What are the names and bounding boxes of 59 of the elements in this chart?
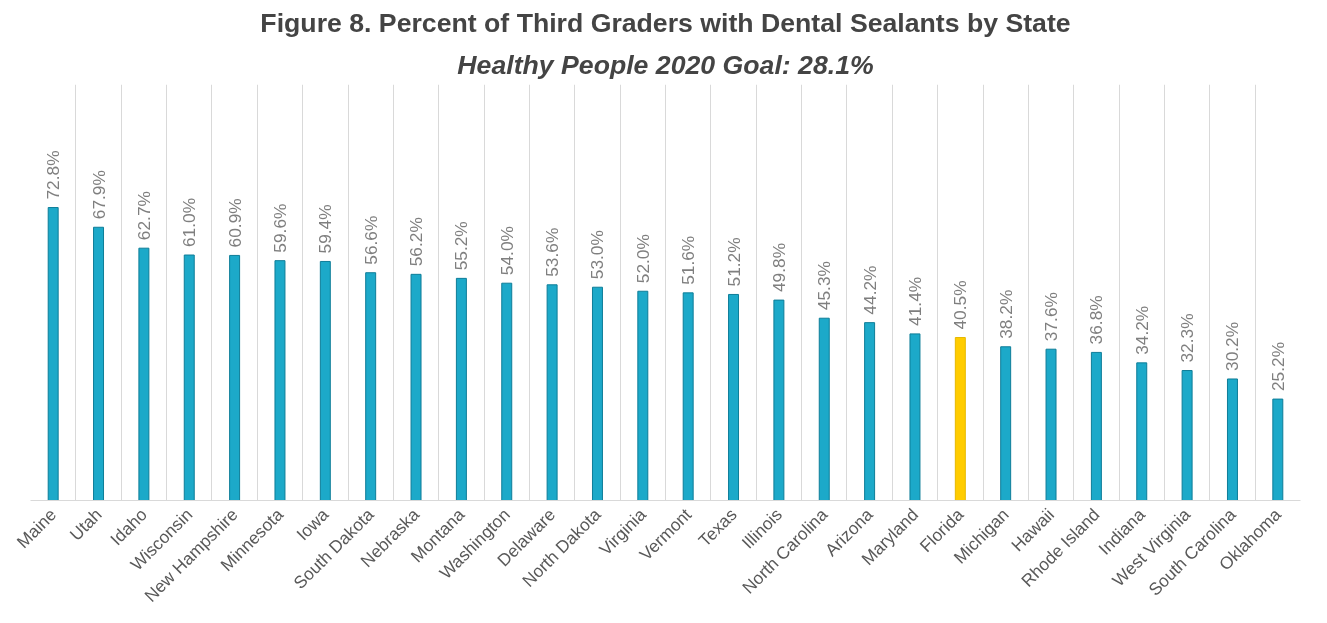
x-tick-label: Utah <box>65 504 106 545</box>
bar <box>591 286 603 501</box>
bar <box>954 337 966 501</box>
data-label: 37.6% <box>1041 292 1062 342</box>
data-label: 32.3% <box>1177 313 1198 363</box>
data-label: 55.2% <box>451 221 472 271</box>
bar <box>410 273 422 501</box>
data-label: 51.2% <box>723 237 744 287</box>
bar <box>546 284 558 501</box>
bar <box>909 333 921 501</box>
data-label: 61.0% <box>179 197 200 248</box>
bar <box>1090 351 1102 501</box>
bar <box>138 247 150 501</box>
bar <box>455 277 467 501</box>
bar <box>818 317 830 501</box>
data-label: 72.8% <box>43 150 64 200</box>
bar <box>1045 348 1057 501</box>
data-label: 36.8% <box>1086 295 1107 345</box>
data-label: 56.2% <box>406 217 427 267</box>
data-label: 53.0% <box>587 230 608 280</box>
bar <box>93 226 105 501</box>
bar <box>1000 346 1012 501</box>
data-label: 41.4% <box>904 276 925 326</box>
bar <box>183 254 195 501</box>
bar <box>365 272 377 501</box>
data-label: 59.4% <box>315 204 336 254</box>
data-label: 59.6% <box>269 203 290 253</box>
bar <box>47 207 59 501</box>
data-label: 25.2% <box>1267 341 1288 392</box>
data-label: 45.3% <box>814 261 835 311</box>
data-label: 34.2% <box>1131 305 1152 355</box>
data-label: 56.6% <box>360 215 381 265</box>
bar <box>274 260 286 501</box>
data-label: 51.6% <box>678 235 699 285</box>
data-label: 38.2% <box>995 289 1016 339</box>
data-label: 30.2% <box>1222 321 1243 371</box>
chart-title: Figure 8. Percent of Third Graders with Dental Sealants by State <box>260 7 1071 38</box>
data-label: 52.0% <box>632 234 653 284</box>
bar <box>637 290 649 501</box>
bar <box>728 293 740 501</box>
data-label: 54.0% <box>496 226 517 276</box>
bar <box>501 282 513 501</box>
data-label: 49.8% <box>768 242 789 293</box>
bar <box>1272 398 1284 501</box>
data-label: 60.9% <box>224 198 245 248</box>
data-label: 67.9% <box>88 170 109 220</box>
bar <box>1226 378 1238 501</box>
bar <box>773 299 785 501</box>
bar <box>319 260 331 501</box>
data-label: 62.7% <box>133 191 154 241</box>
bar <box>1181 370 1193 501</box>
bar <box>864 322 876 501</box>
data-label: 40.5% <box>950 280 971 330</box>
bar <box>682 292 694 501</box>
data-label: 44.2% <box>859 265 880 315</box>
bar <box>229 254 241 501</box>
bar <box>1136 362 1148 501</box>
chart-subtitle: Healthy People 2020 Goal: 28.1% <box>457 49 874 80</box>
data-label: 53.6% <box>542 227 563 277</box>
